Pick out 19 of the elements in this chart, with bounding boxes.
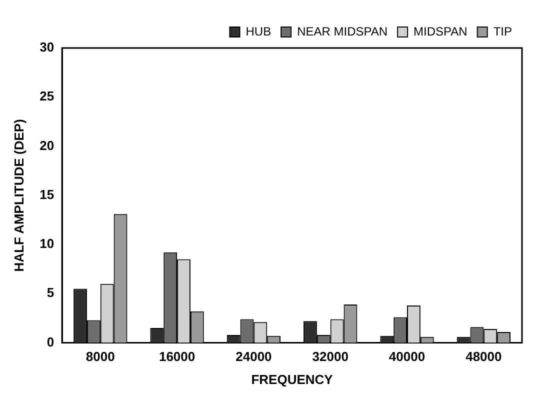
legend-label: NEAR MIDSPAN [297,24,388,38]
x-tick-label: 32000 [312,349,348,364]
x-tick-label: 16000 [158,349,196,364]
y-axis-title: HALF AMPLITUDE (DEP) [11,119,26,272]
y-tick-label: 0 [46,334,54,350]
y-tick-label: 10 [40,236,54,252]
y-tick-label: 15 [40,186,54,202]
x-tick-label: 24000 [236,349,272,364]
legend-label: HUB [246,24,272,38]
x-tick-label: 48000 [466,349,502,364]
x-axis-title: FREQUENCY [251,372,334,387]
x-tick-label: 40000 [388,349,426,364]
y-tick-label: 20 [40,138,54,153]
x-tick-label: 8000 [86,349,115,364]
y-tick-label: 25 [40,88,54,104]
legend-label: MIDSPAN [414,24,468,38]
y-tick-label: 5 [46,285,54,300]
legend-label: TIP [493,24,512,38]
y-tick-label: 30 [40,40,54,55]
